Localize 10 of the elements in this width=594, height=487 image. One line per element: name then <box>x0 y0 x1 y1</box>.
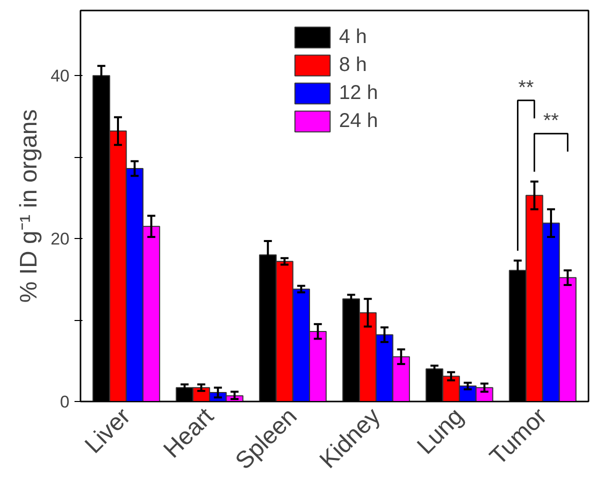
legend-label: 12 h <box>339 82 378 104</box>
y-tick-label: 0 <box>60 392 70 412</box>
legend-label: 4 h <box>339 26 367 48</box>
y-axis-title: % ID g⁻¹ in organs <box>16 109 43 303</box>
legend-label: 8 h <box>339 54 367 76</box>
legend-label: 24 h <box>339 110 378 132</box>
y-tick-label: 20 <box>50 230 70 249</box>
annotation: ** <box>543 110 560 132</box>
y-tick-label: 40 <box>50 66 70 86</box>
annotation: ** <box>518 76 534 99</box>
